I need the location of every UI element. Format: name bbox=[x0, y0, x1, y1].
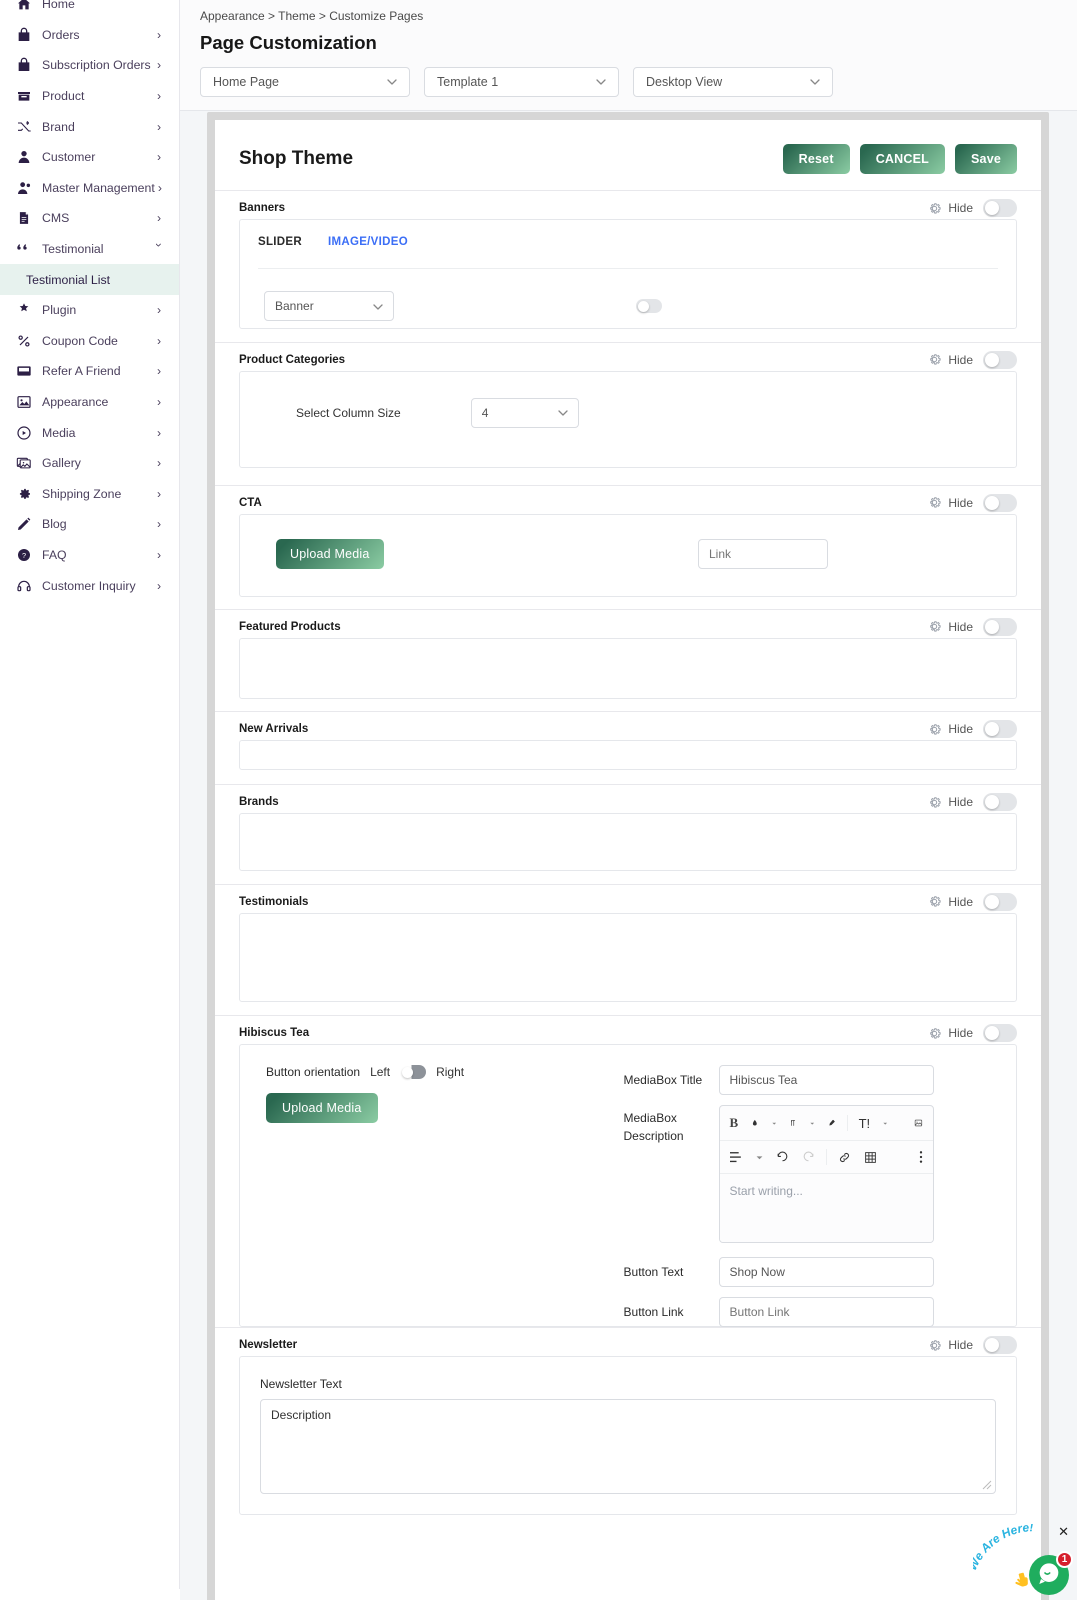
svg-text:?: ? bbox=[21, 551, 25, 560]
svg-text:We Are Here!: We Are Here! bbox=[973, 1524, 1034, 1572]
